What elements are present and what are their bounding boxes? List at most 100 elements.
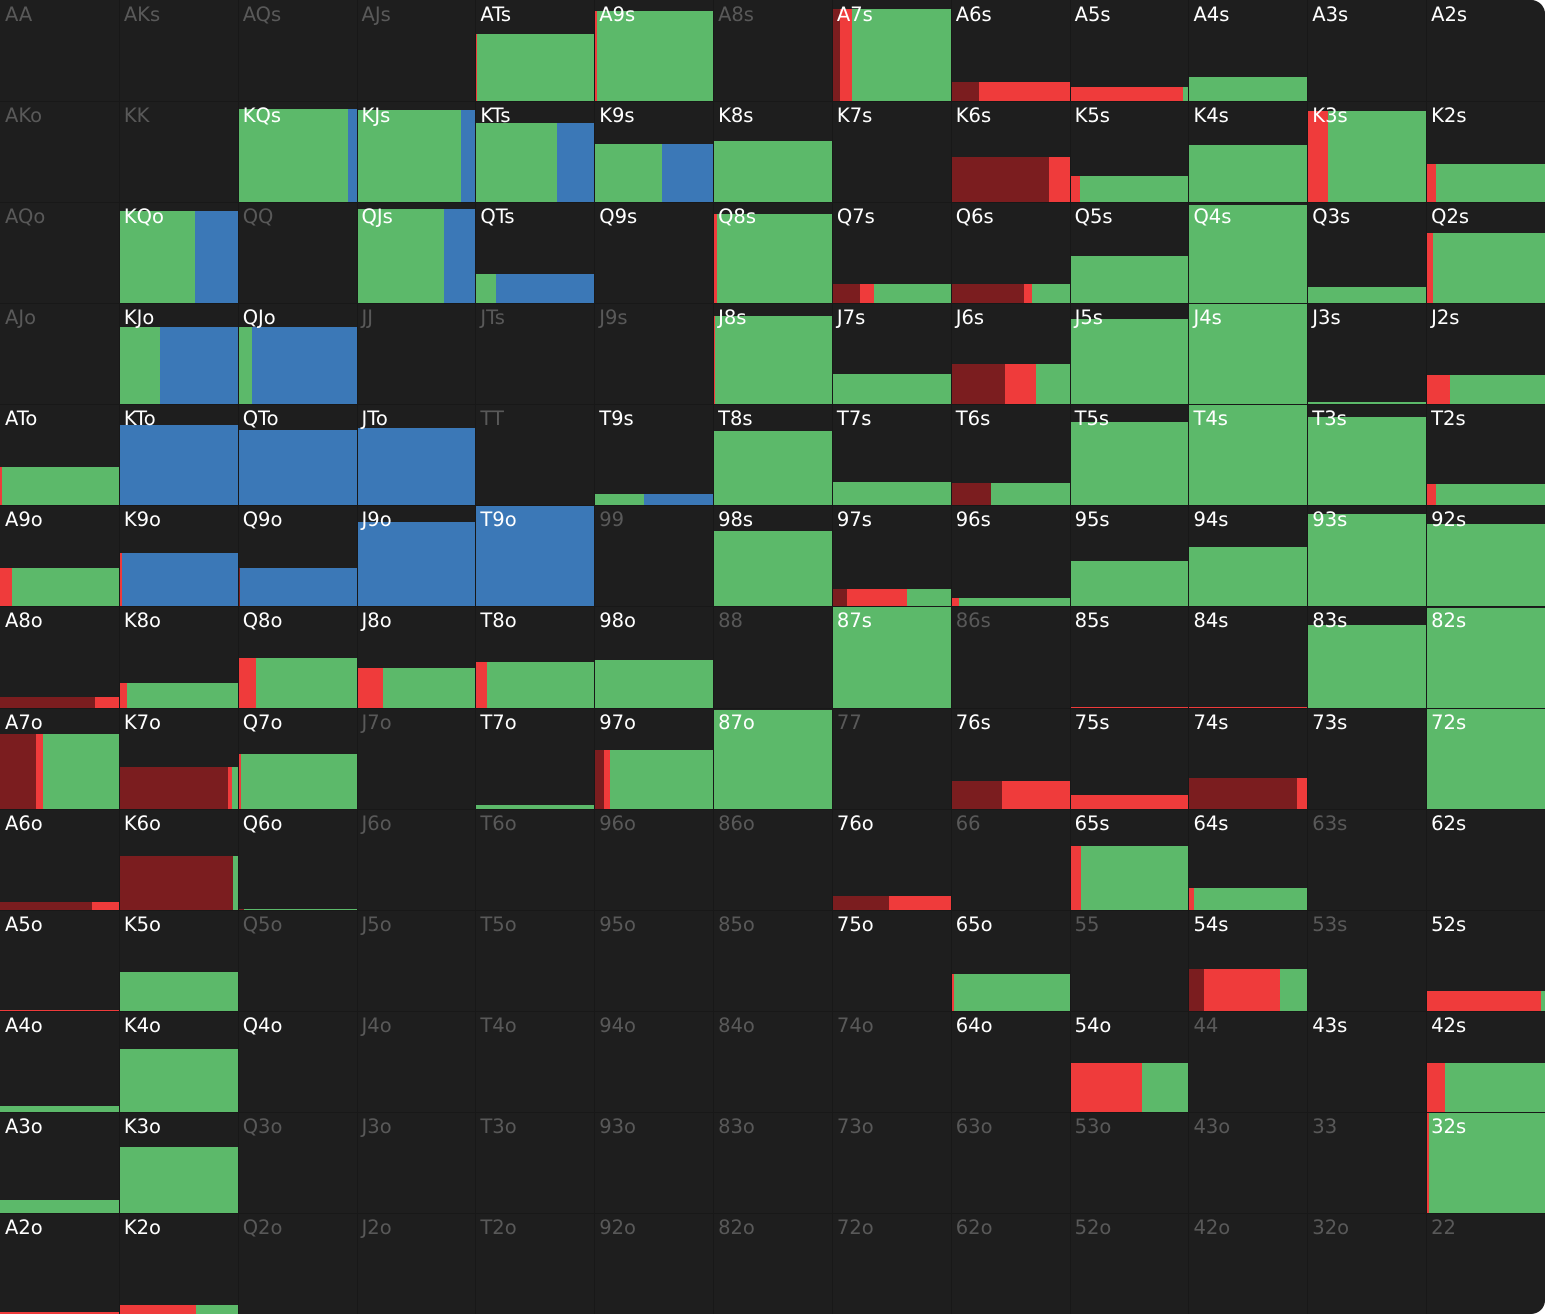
- hand-cell-a7o[interactable]: A7o: [0, 707, 119, 809]
- hand-cell-t2o[interactable]: T2o: [475, 1212, 595, 1314]
- hand-cell-q9s[interactable]: Q9s: [594, 202, 714, 304]
- hand-cell-kk[interactable]: KK: [118, 101, 238, 203]
- hand-cell-ako[interactable]: AKo: [0, 101, 119, 203]
- hand-cell-97s[interactable]: 97s: [831, 505, 951, 607]
- hand-cell-t6o[interactable]: T6o: [475, 808, 595, 910]
- hand-cell-ats[interactable]: ATs: [475, 0, 595, 102]
- hand-cell-a6s[interactable]: A6s: [950, 0, 1070, 102]
- hand-cell-kqs[interactable]: KQs: [237, 101, 357, 203]
- hand-cell-t4s[interactable]: T4s: [1188, 404, 1308, 506]
- hand-cell-qjo[interactable]: QJo: [237, 303, 357, 405]
- hand-cell-j9o[interactable]: J9o: [356, 505, 476, 607]
- hand-cell-k2o[interactable]: K2o: [118, 1212, 238, 1314]
- hand-cell-73s[interactable]: 73s: [1307, 707, 1427, 809]
- hand-cell-k6o[interactable]: K6o: [118, 808, 238, 910]
- hand-cell-j8o[interactable]: J8o: [356, 606, 476, 708]
- hand-cell-t5s[interactable]: T5s: [1069, 404, 1189, 506]
- hand-cell-a9o[interactable]: A9o: [0, 505, 119, 607]
- hand-cell-t8o[interactable]: T8o: [475, 606, 595, 708]
- hand-cell-kjo[interactable]: KJo: [118, 303, 238, 405]
- hand-cell-a8s[interactable]: A8s: [713, 0, 832, 102]
- hand-cell-43o[interactable]: 43o: [1188, 1111, 1308, 1213]
- hand-cell-j7s[interactable]: J7s: [831, 303, 951, 405]
- hand-cell-52o[interactable]: 52o: [1069, 1212, 1189, 1314]
- hand-cell-t6s[interactable]: T6s: [950, 404, 1070, 506]
- hand-cell-84s[interactable]: 84s: [1188, 606, 1308, 708]
- hand-cell-j4o[interactable]: J4o: [356, 1010, 476, 1112]
- hand-cell-jj[interactable]: JJ: [356, 303, 476, 405]
- hand-cell-54o[interactable]: 54o: [1069, 1010, 1189, 1112]
- hand-cell-j6s[interactable]: J6s: [950, 303, 1070, 405]
- hand-cell-j3o[interactable]: J3o: [356, 1111, 476, 1213]
- hand-cell-k3o[interactable]: K3o: [118, 1111, 238, 1213]
- hand-cell-43s[interactable]: 43s: [1307, 1010, 1427, 1112]
- hand-cell-a4s[interactable]: A4s: [1188, 0, 1308, 102]
- hand-cell-32o[interactable]: 32o: [1307, 1212, 1427, 1314]
- hand-cell-a2s[interactable]: A2s: [1426, 0, 1545, 102]
- hand-cell-j8s[interactable]: J8s: [713, 303, 832, 405]
- hand-cell-65s[interactable]: 65s: [1069, 808, 1189, 910]
- hand-cell-q3s[interactable]: Q3s: [1307, 202, 1427, 304]
- hand-cell-93o[interactable]: 93o: [594, 1111, 714, 1213]
- hand-cell-qto[interactable]: QTo: [237, 404, 357, 506]
- hand-cell-kjs[interactable]: KJs: [356, 101, 476, 203]
- hand-cell-ajs[interactable]: AJs: [356, 0, 476, 102]
- hand-cell-ato[interactable]: ATo: [0, 404, 119, 506]
- hand-cell-a3o[interactable]: A3o: [0, 1111, 119, 1213]
- hand-cell-84o[interactable]: 84o: [713, 1010, 832, 1112]
- hand-cell-j9s[interactable]: J9s: [594, 303, 714, 405]
- hand-cell-aks[interactable]: AKs: [118, 0, 238, 102]
- hand-cell-a5o[interactable]: A5o: [0, 909, 119, 1011]
- hand-cell-t7s[interactable]: T7s: [831, 404, 951, 506]
- hand-cell-k5s[interactable]: K5s: [1069, 101, 1189, 203]
- hand-cell-82s[interactable]: 82s: [1426, 606, 1545, 708]
- hand-cell-92s[interactable]: 92s: [1426, 505, 1545, 607]
- hand-cell-q2s[interactable]: Q2s: [1426, 202, 1545, 304]
- hand-cell-aqo[interactable]: AQo: [0, 202, 119, 304]
- hand-cell-95s[interactable]: 95s: [1069, 505, 1189, 607]
- hand-cell-99[interactable]: 99: [594, 505, 714, 607]
- hand-cell-q6o[interactable]: Q6o: [237, 808, 357, 910]
- hand-cell-t7o[interactable]: T7o: [475, 707, 595, 809]
- hand-cell-tt[interactable]: TT: [475, 404, 595, 506]
- hand-cell-77[interactable]: 77: [831, 707, 951, 809]
- hand-cell-qq[interactable]: QQ: [237, 202, 357, 304]
- hand-cell-q4o[interactable]: Q4o: [237, 1010, 357, 1112]
- hand-cell-75o[interactable]: 75o: [831, 909, 951, 1011]
- hand-cell-t5o[interactable]: T5o: [475, 909, 595, 1011]
- hand-cell-q7s[interactable]: Q7s: [831, 202, 951, 304]
- hand-cell-t3s[interactable]: T3s: [1307, 404, 1427, 506]
- hand-cell-87o[interactable]: 87o: [713, 707, 832, 809]
- hand-cell-a2o[interactable]: A2o: [0, 1212, 119, 1314]
- hand-cell-a9s[interactable]: A9s: [594, 0, 714, 102]
- hand-cell-42o[interactable]: 42o: [1188, 1212, 1308, 1314]
- hand-cell-q2o[interactable]: Q2o: [237, 1212, 357, 1314]
- hand-cell-k3s[interactable]: K3s: [1307, 101, 1427, 203]
- hand-cell-t4o[interactable]: T4o: [475, 1010, 595, 1112]
- hand-cell-k9o[interactable]: K9o: [118, 505, 238, 607]
- hand-cell-75s[interactable]: 75s: [1069, 707, 1189, 809]
- hand-cell-t9o[interactable]: T9o: [475, 505, 595, 607]
- hand-cell-j5o[interactable]: J5o: [356, 909, 476, 1011]
- hand-cell-86o[interactable]: 86o: [713, 808, 832, 910]
- hand-cell-96s[interactable]: 96s: [950, 505, 1070, 607]
- hand-cell-95o[interactable]: 95o: [594, 909, 714, 1011]
- hand-cell-k4s[interactable]: K4s: [1188, 101, 1308, 203]
- hand-cell-q5o[interactable]: Q5o: [237, 909, 357, 1011]
- hand-cell-88[interactable]: 88: [713, 606, 832, 708]
- hand-cell-q8s[interactable]: Q8s: [713, 202, 832, 304]
- hand-cell-kts[interactable]: KTs: [475, 101, 595, 203]
- hand-cell-64s[interactable]: 64s: [1188, 808, 1308, 910]
- hand-cell-65o[interactable]: 65o: [950, 909, 1070, 1011]
- hand-cell-q4s[interactable]: Q4s: [1188, 202, 1308, 304]
- hand-cell-j3s[interactable]: J3s: [1307, 303, 1427, 405]
- hand-cell-74s[interactable]: 74s: [1188, 707, 1308, 809]
- hand-cell-a3s[interactable]: A3s: [1307, 0, 1427, 102]
- hand-cell-k6s[interactable]: K6s: [950, 101, 1070, 203]
- hand-cell-jto[interactable]: JTo: [356, 404, 476, 506]
- hand-cell-44[interactable]: 44: [1188, 1010, 1308, 1112]
- hand-cell-aqs[interactable]: AQs: [237, 0, 357, 102]
- hand-cell-k8o[interactable]: K8o: [118, 606, 238, 708]
- hand-cell-63s[interactable]: 63s: [1307, 808, 1427, 910]
- hand-cell-qjs[interactable]: QJs: [356, 202, 476, 304]
